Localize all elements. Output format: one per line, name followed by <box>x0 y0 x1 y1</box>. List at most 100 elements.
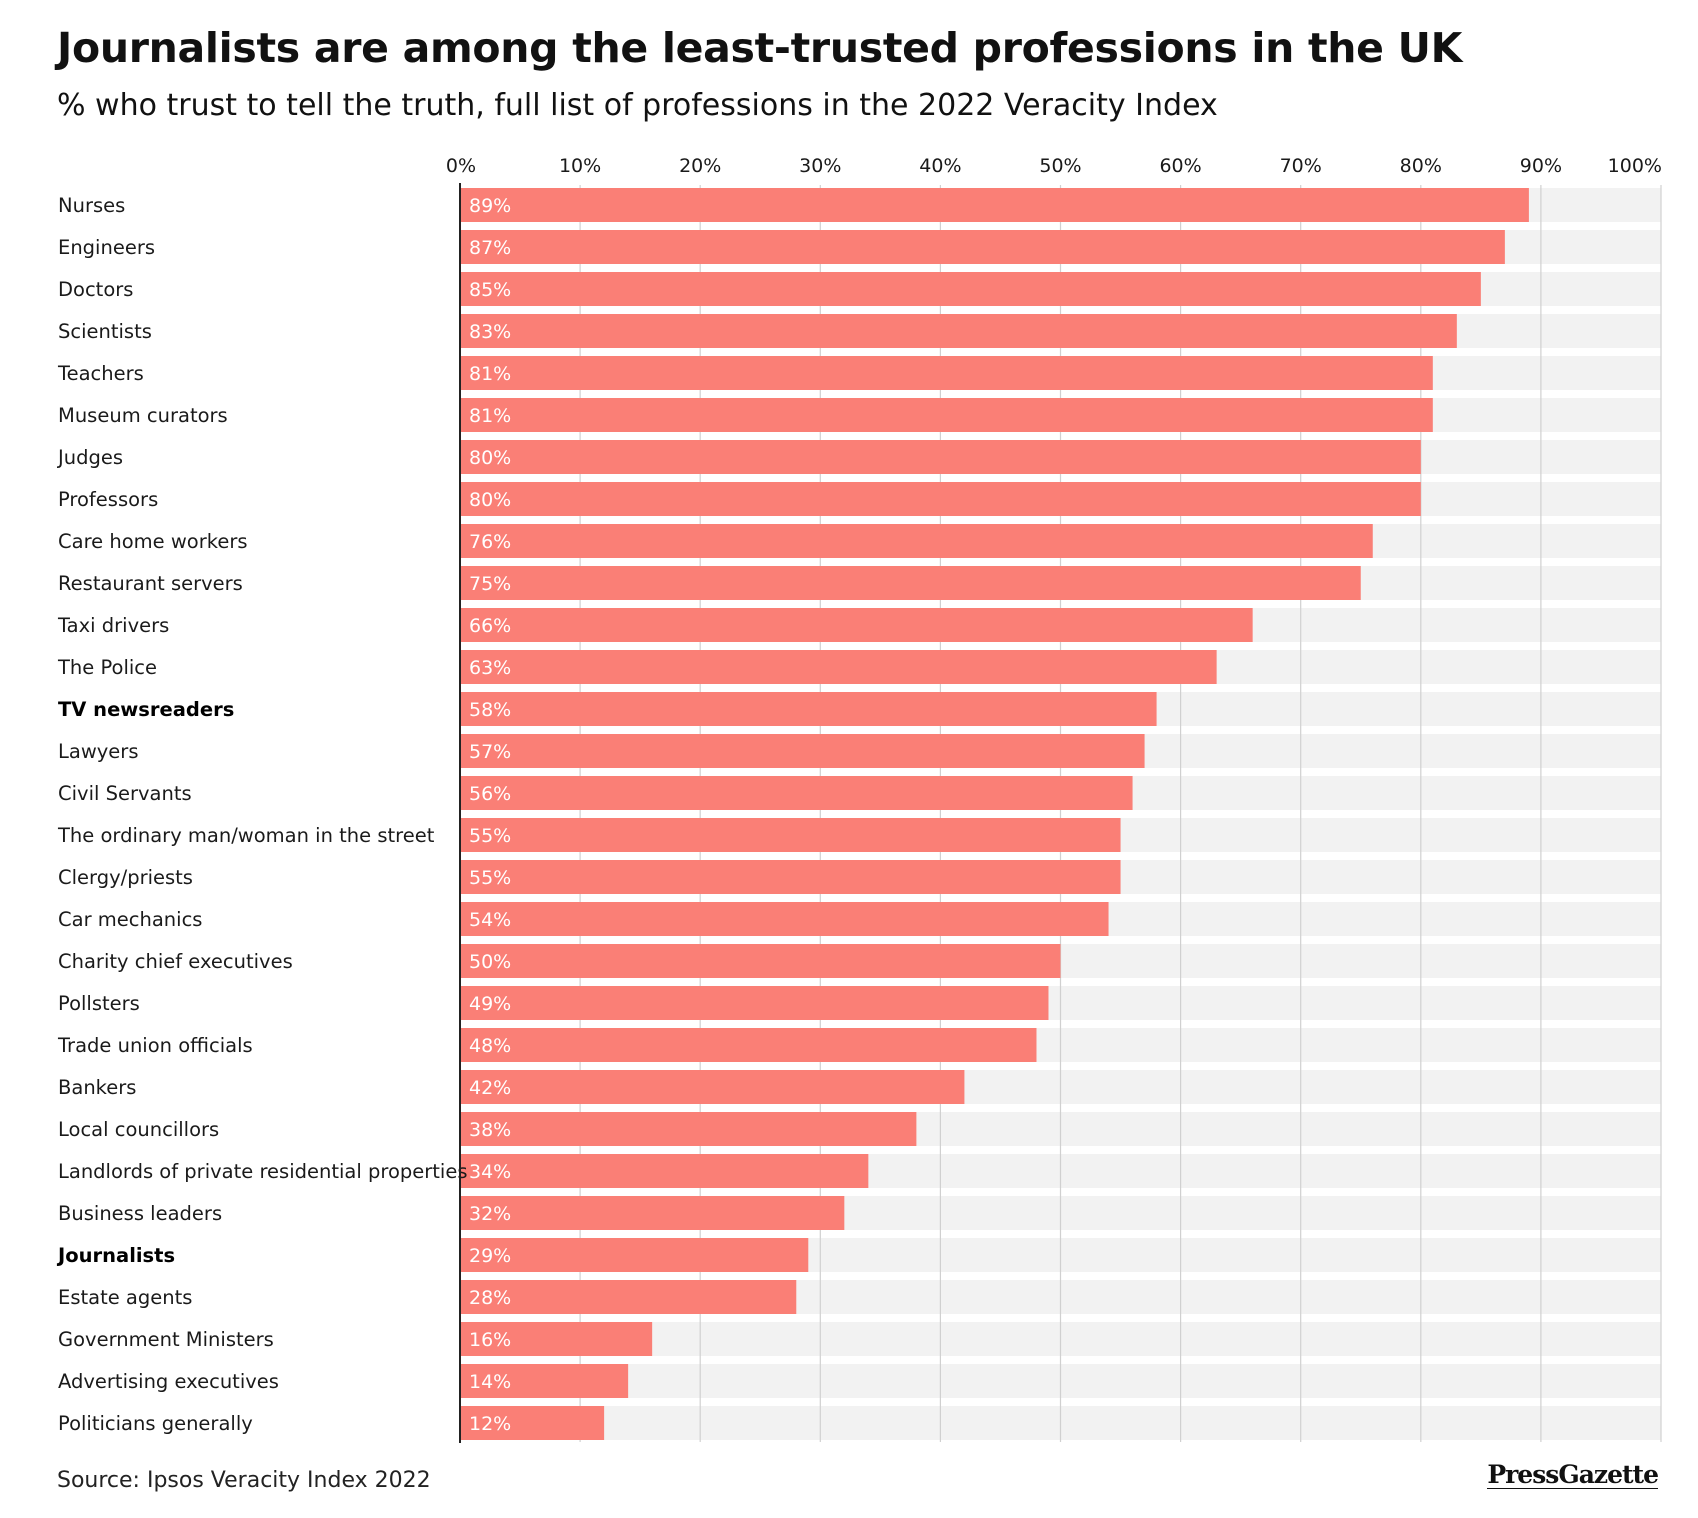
bar <box>460 1112 917 1146</box>
value-label: 80% <box>469 447 511 469</box>
x-tick-label: 90% <box>1520 155 1562 177</box>
value-label: 66% <box>469 615 511 637</box>
category-label: The ordinary man/woman in the street <box>57 824 435 847</box>
bar <box>460 1364 629 1398</box>
category-label: Restaurant servers <box>58 572 243 595</box>
bar <box>460 230 1505 264</box>
bar <box>460 440 1421 474</box>
value-label: 48% <box>469 1035 511 1057</box>
x-tick-label: 10% <box>559 155 601 177</box>
value-label: 32% <box>469 1203 511 1225</box>
bar <box>460 986 1049 1020</box>
value-label: 55% <box>469 867 511 889</box>
value-label: 81% <box>469 363 511 385</box>
bar <box>460 1238 809 1272</box>
value-label: 89% <box>469 195 511 217</box>
x-tick-label: 100% <box>1608 155 1662 177</box>
bar <box>460 1070 965 1104</box>
category-label: Professors <box>58 488 158 511</box>
category-label: Business leaders <box>58 1202 222 1225</box>
category-label: Judges <box>56 446 123 469</box>
bar <box>460 1280 797 1314</box>
value-label: 76% <box>469 531 511 553</box>
category-label: Museum curators <box>58 404 228 427</box>
category-label: Local councillors <box>58 1118 219 1141</box>
chart-subtitle: % who trust to tell the truth, full list… <box>57 88 1218 123</box>
category-label: Politicians generally <box>58 1412 253 1435</box>
value-label: 75% <box>469 573 511 595</box>
value-label: 49% <box>469 993 511 1015</box>
category-label: TV newsreaders <box>58 698 234 721</box>
value-label: 12% <box>469 1413 511 1435</box>
bar-chart: 0% 10% 20% 30% 40% 50% 60% 70% 80% 90% 100% Nurses 8… <box>56 155 1662 1443</box>
category-label: Advertising executives <box>58 1370 279 1393</box>
bar <box>460 776 1133 810</box>
value-label: 63% <box>469 657 511 679</box>
category-label: Clergy/priests <box>58 866 193 889</box>
bar <box>460 608 1253 642</box>
value-label: 29% <box>469 1245 511 1267</box>
category-label: Lawyers <box>58 740 138 763</box>
bar <box>460 944 1061 978</box>
x-tick-label: 30% <box>799 155 841 177</box>
bar <box>460 314 1457 348</box>
category-label: Teachers <box>57 362 144 385</box>
value-label: 83% <box>469 321 511 343</box>
brand-logo: PressGazette <box>1487 1460 1659 1490</box>
category-label: Scientists <box>58 320 152 343</box>
bar <box>460 1196 845 1230</box>
chart-title: Journalists are among the least-trusted … <box>57 24 1463 72</box>
source-note: Source: Ipsos Veracity Index 2022 <box>57 1468 431 1493</box>
value-label: 87% <box>469 237 511 259</box>
x-tick-label: 0% <box>446 155 476 177</box>
value-label: 56% <box>469 783 511 805</box>
category-label: Doctors <box>58 278 133 301</box>
value-label: 80% <box>469 489 511 511</box>
category-label: Journalists <box>56 1244 175 1267</box>
bar <box>460 902 1109 936</box>
bar <box>460 398 1433 432</box>
bar <box>460 482 1421 516</box>
category-label: Trade union officials <box>57 1034 253 1057</box>
bar <box>460 188 1529 222</box>
x-tick-label: 60% <box>1159 155 1201 177</box>
bar <box>460 1028 1037 1062</box>
x-tick-label: 70% <box>1280 155 1322 177</box>
bar <box>460 524 1373 558</box>
value-label: 16% <box>469 1329 511 1351</box>
category-label: The Police <box>57 656 157 679</box>
category-label: Government Ministers <box>58 1328 274 1351</box>
bar <box>460 356 1433 390</box>
category-label: Civil Servants <box>58 782 192 805</box>
bar <box>460 650 1217 684</box>
category-label: Nurses <box>58 194 125 217</box>
bar <box>460 1322 653 1356</box>
bar <box>460 860 1121 894</box>
value-label: 38% <box>469 1119 511 1141</box>
category-label: Bankers <box>58 1076 136 1099</box>
category-label: Taxi drivers <box>57 614 169 637</box>
bar <box>460 1406 605 1440</box>
category-label: Estate agents <box>58 1286 192 1309</box>
category-label: Pollsters <box>58 992 140 1015</box>
value-label: 55% <box>469 825 511 847</box>
category-label: Engineers <box>58 236 155 259</box>
value-label: 28% <box>469 1287 511 1309</box>
bar <box>460 734 1145 768</box>
value-label: 85% <box>469 279 511 301</box>
bar <box>460 818 1121 852</box>
value-label: 58% <box>469 699 511 721</box>
x-tick-label: 80% <box>1400 155 1442 177</box>
value-label: 57% <box>469 741 511 763</box>
value-label: 14% <box>469 1371 511 1393</box>
value-label: 50% <box>469 951 511 973</box>
value-label: 81% <box>469 405 511 427</box>
category-label: Landlords of private residential propert… <box>58 1160 467 1183</box>
bar <box>460 272 1481 306</box>
bar <box>460 566 1361 600</box>
bar <box>460 692 1157 726</box>
x-tick-label: 50% <box>1039 155 1081 177</box>
value-label: 54% <box>469 909 511 931</box>
category-label: Car mechanics <box>58 908 202 931</box>
value-label: 42% <box>469 1077 511 1099</box>
